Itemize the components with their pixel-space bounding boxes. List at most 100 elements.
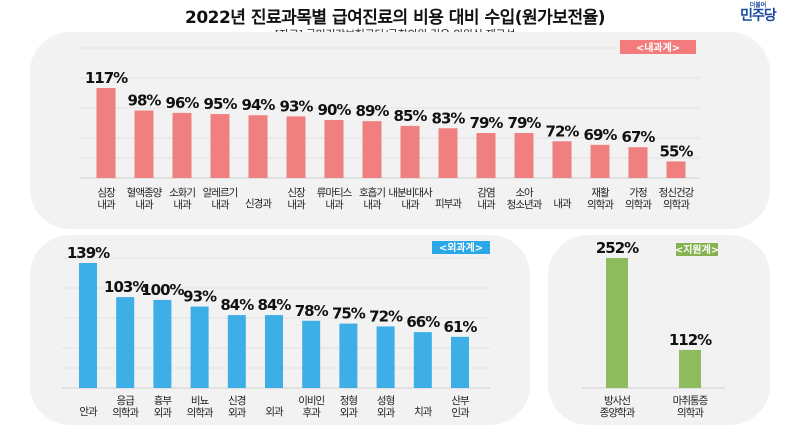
- category-tag: <외과계>: [439, 241, 483, 254]
- data-label: 55%: [660, 142, 694, 160]
- x-tick-label: 종양학과: [600, 407, 636, 419]
- data-label: 93%: [183, 288, 217, 306]
- x-tick-label: 외과: [265, 406, 284, 418]
- x-tick-label: 내과: [211, 199, 230, 211]
- category-tag-background: [432, 241, 490, 254]
- bar: [116, 297, 135, 388]
- data-label: 112%: [669, 331, 712, 349]
- data-label: 85%: [394, 107, 428, 125]
- x-tick-label: 내과: [173, 199, 192, 211]
- bar: [265, 315, 283, 388]
- bar: [413, 332, 432, 388]
- data-label: 67%: [622, 128, 656, 146]
- bar: [153, 299, 172, 388]
- x-tick-label: 정형: [340, 395, 358, 407]
- category-tag: <내과계>: [636, 41, 680, 54]
- category-tag-background: [676, 243, 718, 256]
- x-tick-label: 청소년과: [507, 199, 543, 211]
- data-label: 95%: [204, 95, 238, 113]
- data-label: 100%: [141, 281, 184, 299]
- bar: [400, 125, 420, 178]
- x-tick-label: 응급: [117, 395, 136, 407]
- x-tick-label: 방사선: [604, 395, 630, 407]
- data-label: 78%: [295, 302, 329, 320]
- x-tick-label: 내과: [553, 198, 572, 210]
- bar: [376, 326, 395, 388]
- bar: [302, 320, 321, 388]
- data-label: 79%: [508, 114, 542, 132]
- x-tick-label: 의학과: [112, 407, 139, 419]
- x-tick-label: 소화기: [169, 187, 195, 199]
- x-tick-label: 내과: [287, 199, 306, 211]
- x-tick-label: 신장: [287, 187, 306, 199]
- data-label: 103%: [104, 278, 147, 296]
- data-label: 79%: [470, 114, 504, 132]
- data-label: 69%: [584, 126, 618, 144]
- x-tick-label: 치과: [414, 406, 433, 418]
- bar: [606, 258, 628, 388]
- logo-big-text: 민주당: [740, 8, 777, 24]
- x-tick-label: 외과: [340, 407, 359, 419]
- category-tag: <지원계>: [675, 243, 719, 256]
- x-tick-label: 신경과: [245, 197, 272, 210]
- bar: [96, 88, 116, 178]
- bar: [339, 323, 358, 388]
- x-tick-label: 혈액종양: [127, 186, 163, 199]
- category-tag-background: [620, 40, 696, 54]
- data-label: 93%: [280, 97, 314, 115]
- data-label: 252%: [596, 239, 639, 257]
- bar: [666, 161, 686, 178]
- bar: [679, 349, 701, 388]
- bar: [628, 147, 648, 178]
- x-tick-label: 외과: [228, 407, 247, 419]
- bar: [134, 110, 154, 178]
- x-tick-label: 안과: [79, 406, 98, 418]
- x-tick-label: 의학과: [587, 199, 614, 211]
- data-label: 139%: [67, 244, 110, 262]
- x-tick-label: 감염: [477, 187, 495, 199]
- bar: [476, 133, 496, 178]
- x-tick-label: 내분비대사: [388, 187, 433, 199]
- x-tick-label: 내과: [97, 199, 116, 211]
- x-tick-label: 재활: [591, 186, 610, 199]
- bar: [552, 141, 572, 178]
- bar: [451, 336, 469, 388]
- x-tick-label: 내과: [325, 199, 344, 211]
- panel-background: [548, 235, 770, 425]
- x-tick-label: 흉부: [154, 394, 173, 407]
- bar: [210, 114, 230, 178]
- logo-small-text: 더불어: [749, 2, 767, 9]
- x-tick-label: 정신건강: [659, 187, 695, 199]
- x-tick-label: 성형: [377, 395, 395, 407]
- data-label: 75%: [332, 305, 366, 323]
- x-tick-label: 류마티스: [317, 187, 353, 199]
- x-tick-label: 호흡기: [359, 186, 385, 199]
- bar: [227, 315, 246, 388]
- x-tick-label: 산부: [451, 395, 470, 407]
- data-label: 98%: [128, 92, 162, 110]
- bar: [172, 112, 192, 178]
- x-tick-label: 외과: [154, 407, 173, 419]
- x-tick-label: 피부과: [435, 198, 462, 210]
- bar: [362, 121, 382, 178]
- data-label: 94%: [242, 96, 276, 114]
- x-tick-label: 내과: [135, 199, 154, 211]
- bar: [79, 263, 97, 388]
- data-label: 61%: [444, 318, 478, 336]
- x-tick-label: 내과: [477, 199, 496, 211]
- data-label: 66%: [406, 313, 440, 331]
- bar: [438, 128, 458, 178]
- data-label: 84%: [220, 296, 254, 314]
- bar: [324, 119, 344, 178]
- x-tick-label: 후과: [303, 407, 322, 419]
- data-label: 89%: [356, 102, 390, 120]
- page-title: 2022년 진료과목별 급여진료의 비용 대비 수입(원가보전율): [184, 8, 606, 28]
- party-logo: 더불어 민주당: [733, 2, 783, 24]
- x-tick-label: 이비인: [298, 395, 324, 407]
- data-label: 83%: [432, 109, 466, 127]
- x-tick-label: 비뇨: [191, 395, 210, 407]
- data-label: 90%: [318, 101, 352, 119]
